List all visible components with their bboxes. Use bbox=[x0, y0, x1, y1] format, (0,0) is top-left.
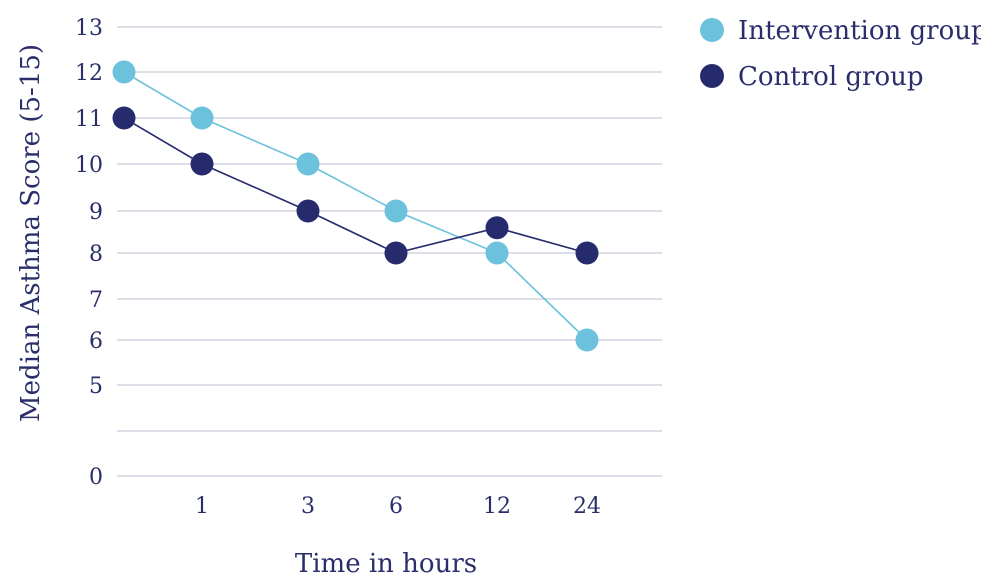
y-tick-label: 6 bbox=[89, 329, 103, 354]
legend: Intervention group Control group bbox=[700, 16, 981, 92]
data-point bbox=[384, 199, 408, 223]
y-tick-labels: 13 12 11 10 9 8 7 6 5 0 bbox=[75, 16, 103, 490]
y-tick-label: 12 bbox=[75, 61, 103, 86]
data-point bbox=[485, 241, 509, 265]
x-axis-title: Time in hours bbox=[295, 549, 477, 576]
data-point bbox=[190, 106, 214, 130]
data-point bbox=[296, 152, 320, 176]
legend-marker bbox=[700, 18, 724, 42]
y-tick-label: 11 bbox=[75, 107, 103, 132]
series-lines bbox=[123, 71, 588, 341]
y-tick-label: 8 bbox=[89, 242, 103, 267]
y-tick-label: 7 bbox=[89, 288, 103, 313]
x-tick-label: 6 bbox=[389, 494, 403, 519]
x-tick-label: 12 bbox=[483, 494, 511, 519]
x-tick-label: 3 bbox=[301, 494, 315, 519]
data-point bbox=[384, 241, 408, 265]
y-tick-label: 10 bbox=[75, 153, 103, 178]
legend-label: Control group bbox=[738, 62, 924, 92]
y-tick-label: 5 bbox=[89, 374, 103, 399]
data-point bbox=[190, 152, 214, 176]
data-point bbox=[112, 60, 136, 84]
legend-marker bbox=[700, 64, 724, 88]
y-axis-title: Median Asthma Score (5-15) bbox=[16, 44, 46, 422]
y-tick-label: 9 bbox=[89, 200, 103, 225]
y-tick-label: 0 bbox=[89, 465, 103, 490]
x-tick-label: 1 bbox=[195, 494, 209, 519]
series-line bbox=[123, 71, 588, 341]
x-tick-label: 24 bbox=[573, 494, 601, 519]
data-point bbox=[112, 106, 136, 130]
x-tick-labels: 1 3 6 12 24 bbox=[195, 494, 601, 519]
data-point bbox=[575, 328, 599, 352]
data-point bbox=[485, 216, 509, 240]
series-line bbox=[123, 117, 588, 254]
series-points bbox=[112, 60, 599, 352]
legend-label: Intervention group bbox=[738, 16, 981, 46]
y-tick-label: 13 bbox=[75, 16, 103, 41]
data-point bbox=[575, 241, 599, 265]
data-point bbox=[296, 199, 320, 223]
